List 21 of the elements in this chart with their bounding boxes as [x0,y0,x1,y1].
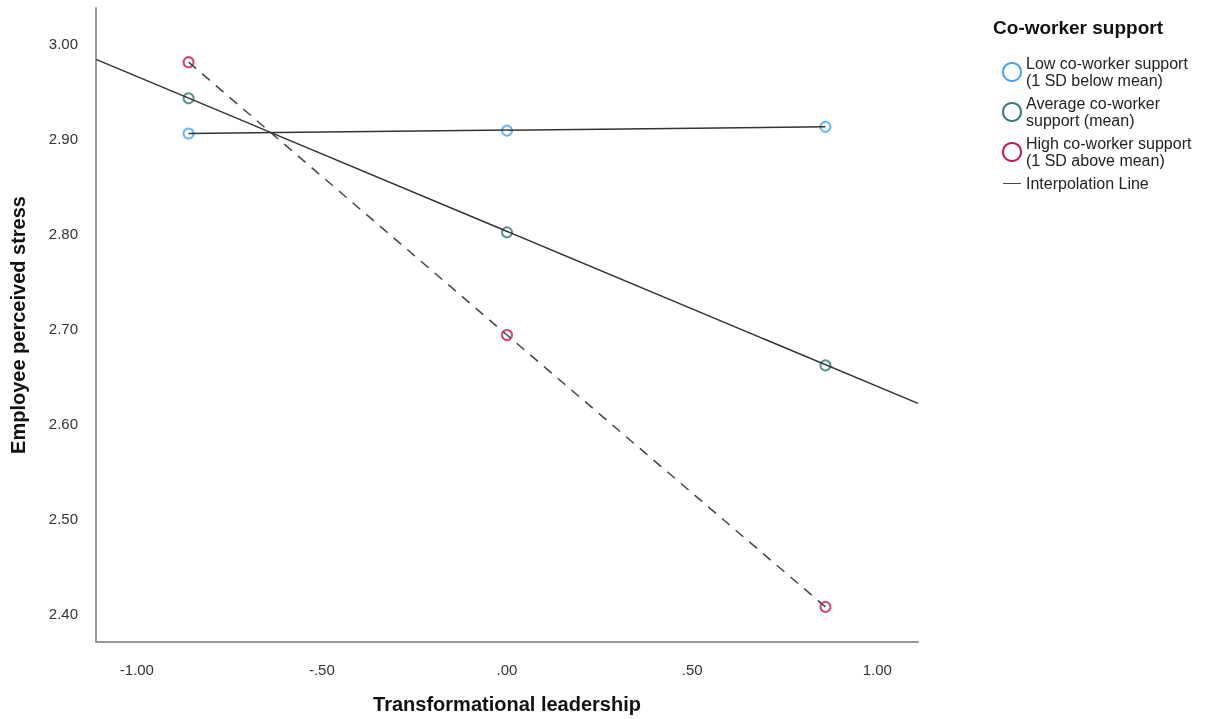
legend-label: High co-worker support (1 SD above mean) [1026,135,1196,169]
point [182,127,195,140]
legend-label: Average co-worker support (mean) [1026,95,1165,129]
x-tick-label: -1.00 [119,661,154,678]
legend-label: Low co-worker support (1 SD below mean) [1026,55,1193,89]
legend-title: Co-worker support [993,17,1164,38]
y-tick-label: 2.50 [48,509,78,527]
y-tick-label: 2.60 [48,414,78,432]
x-tick-label: -.50 [308,661,335,678]
legend-label: Interpolation Line [1026,175,1149,192]
x-tick-label: 1.00 [862,661,892,678]
y-tick-label: 2.70 [48,319,78,337]
y-tick-label: 2.90 [48,129,78,147]
x-tick-label: .50 [681,661,703,678]
point [819,600,832,613]
y-tick-label: 2.80 [48,224,78,242]
y-tick-label: 2.40 [48,604,78,622]
y-tick-label: 3.00 [48,34,78,52]
x-tick-label: .00 [496,661,518,678]
y-axis-title: Employee perceived stress [7,196,29,454]
x-axis-title: Transformational leadership [373,693,641,715]
